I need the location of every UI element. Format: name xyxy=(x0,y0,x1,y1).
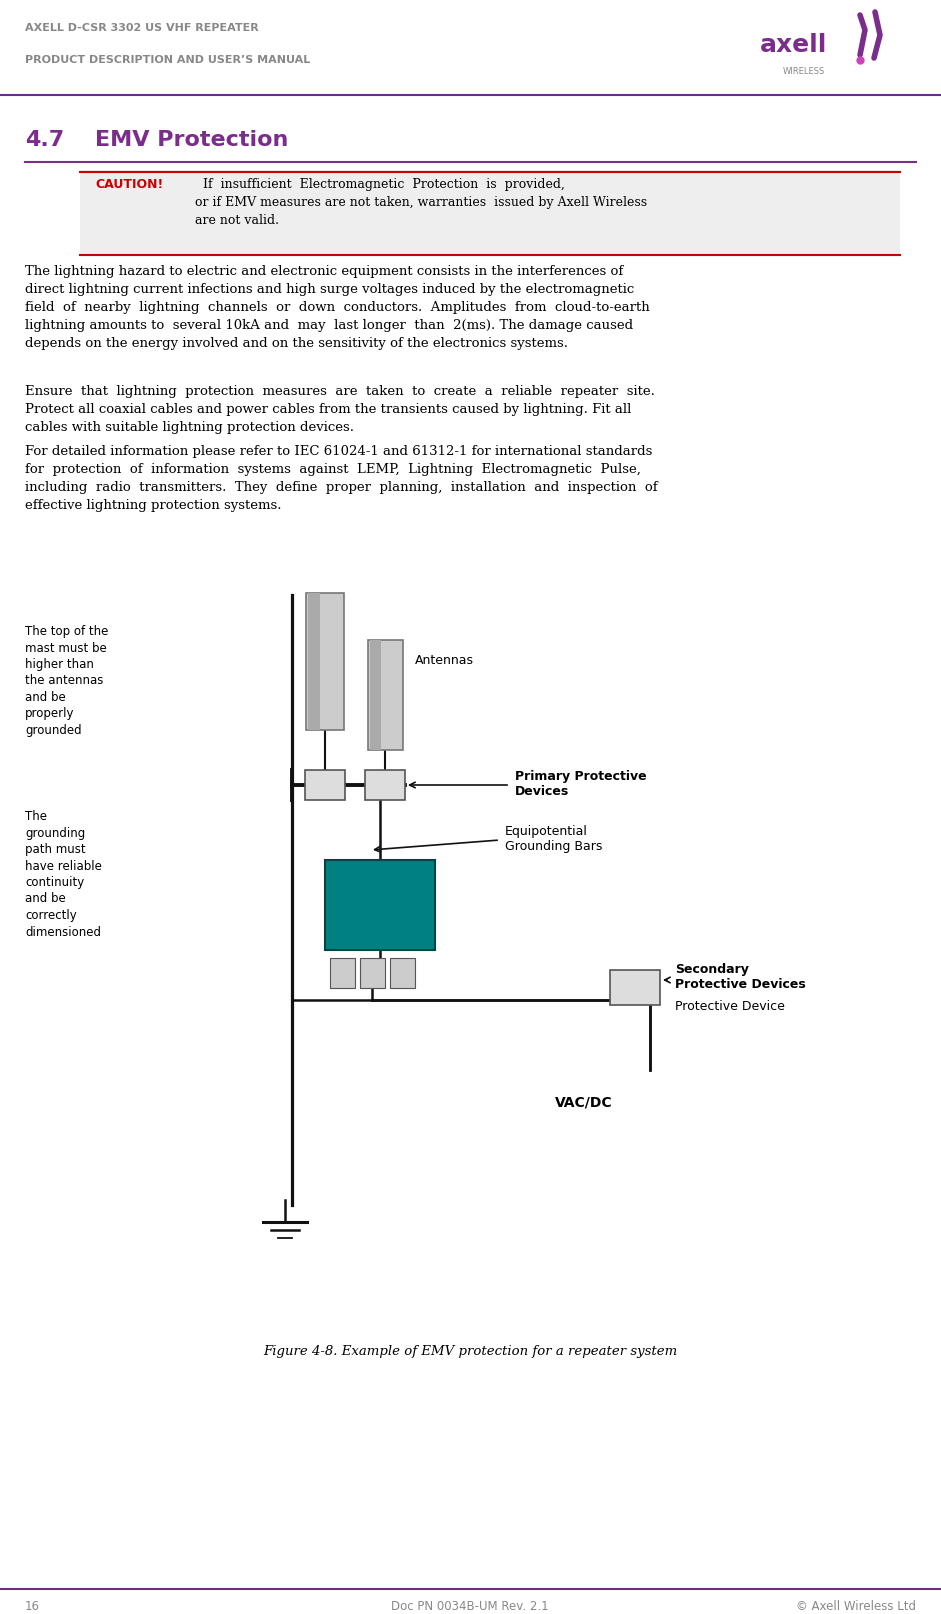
Text: Equipotential
Grounding Bars: Equipotential Grounding Bars xyxy=(505,825,602,854)
Text: Antennas: Antennas xyxy=(415,654,474,667)
Text: Ensure  that  lightning  protection  measures  are  taken  to  create  a  reliab: Ensure that lightning protection measure… xyxy=(25,386,655,434)
Text: AXELL D-CSR 3302 US VHF REPEATER: AXELL D-CSR 3302 US VHF REPEATER xyxy=(25,23,259,32)
Text: Doc PN 0034B-UM Rev. 2.1: Doc PN 0034B-UM Rev. 2.1 xyxy=(391,1599,549,1612)
Text: PRODUCT DESCRIPTION AND USER’S MANUAL: PRODUCT DESCRIPTION AND USER’S MANUAL xyxy=(25,55,311,65)
Bar xyxy=(368,641,403,751)
Text: Protective Device: Protective Device xyxy=(675,1001,785,1014)
Bar xyxy=(610,970,660,1006)
Text: © Axell Wireless Ltd: © Axell Wireless Ltd xyxy=(796,1599,916,1612)
Text: The
grounding
path must
have reliable
continuity
and be
correctly
dimensioned: The grounding path must have reliable co… xyxy=(25,810,102,938)
Bar xyxy=(308,592,320,730)
Bar xyxy=(330,959,355,988)
Bar xyxy=(365,770,405,801)
Bar xyxy=(390,959,415,988)
Text: If  insufficient  Electromagnetic  Protection  is  provided,
or if EMV measures : If insufficient Electromagnetic Protecti… xyxy=(195,178,647,228)
Text: EMV Protection: EMV Protection xyxy=(95,131,288,150)
Text: Secondary
Protective Devices: Secondary Protective Devices xyxy=(675,964,805,991)
Text: 4.7: 4.7 xyxy=(25,131,64,150)
Bar xyxy=(370,641,381,751)
Text: The lightning hazard to electric and electronic equipment consists in the interf: The lightning hazard to electric and ele… xyxy=(25,265,649,350)
Text: VAC/DC: VAC/DC xyxy=(555,1094,613,1109)
Text: For detailed information please refer to IEC 61024-1 and 61312-1 for internation: For detailed information please refer to… xyxy=(25,445,658,512)
Bar xyxy=(325,860,435,951)
Bar xyxy=(306,592,344,730)
Text: Figure 4-8. Example of EMV protection for a repeater system: Figure 4-8. Example of EMV protection fo… xyxy=(263,1344,678,1357)
Text: Primary Protective
Devices: Primary Protective Devices xyxy=(515,770,646,797)
Bar xyxy=(80,169,900,255)
Text: The top of the
mast must be
higher than
the antennas
and be
properly
grounded: The top of the mast must be higher than … xyxy=(25,625,108,738)
Bar xyxy=(360,959,385,988)
Text: 16: 16 xyxy=(25,1599,40,1612)
Bar xyxy=(305,770,345,801)
Text: axell: axell xyxy=(760,32,827,56)
Text: CAUTION!: CAUTION! xyxy=(95,178,163,190)
Text: WIRELESS: WIRELESS xyxy=(783,68,825,76)
